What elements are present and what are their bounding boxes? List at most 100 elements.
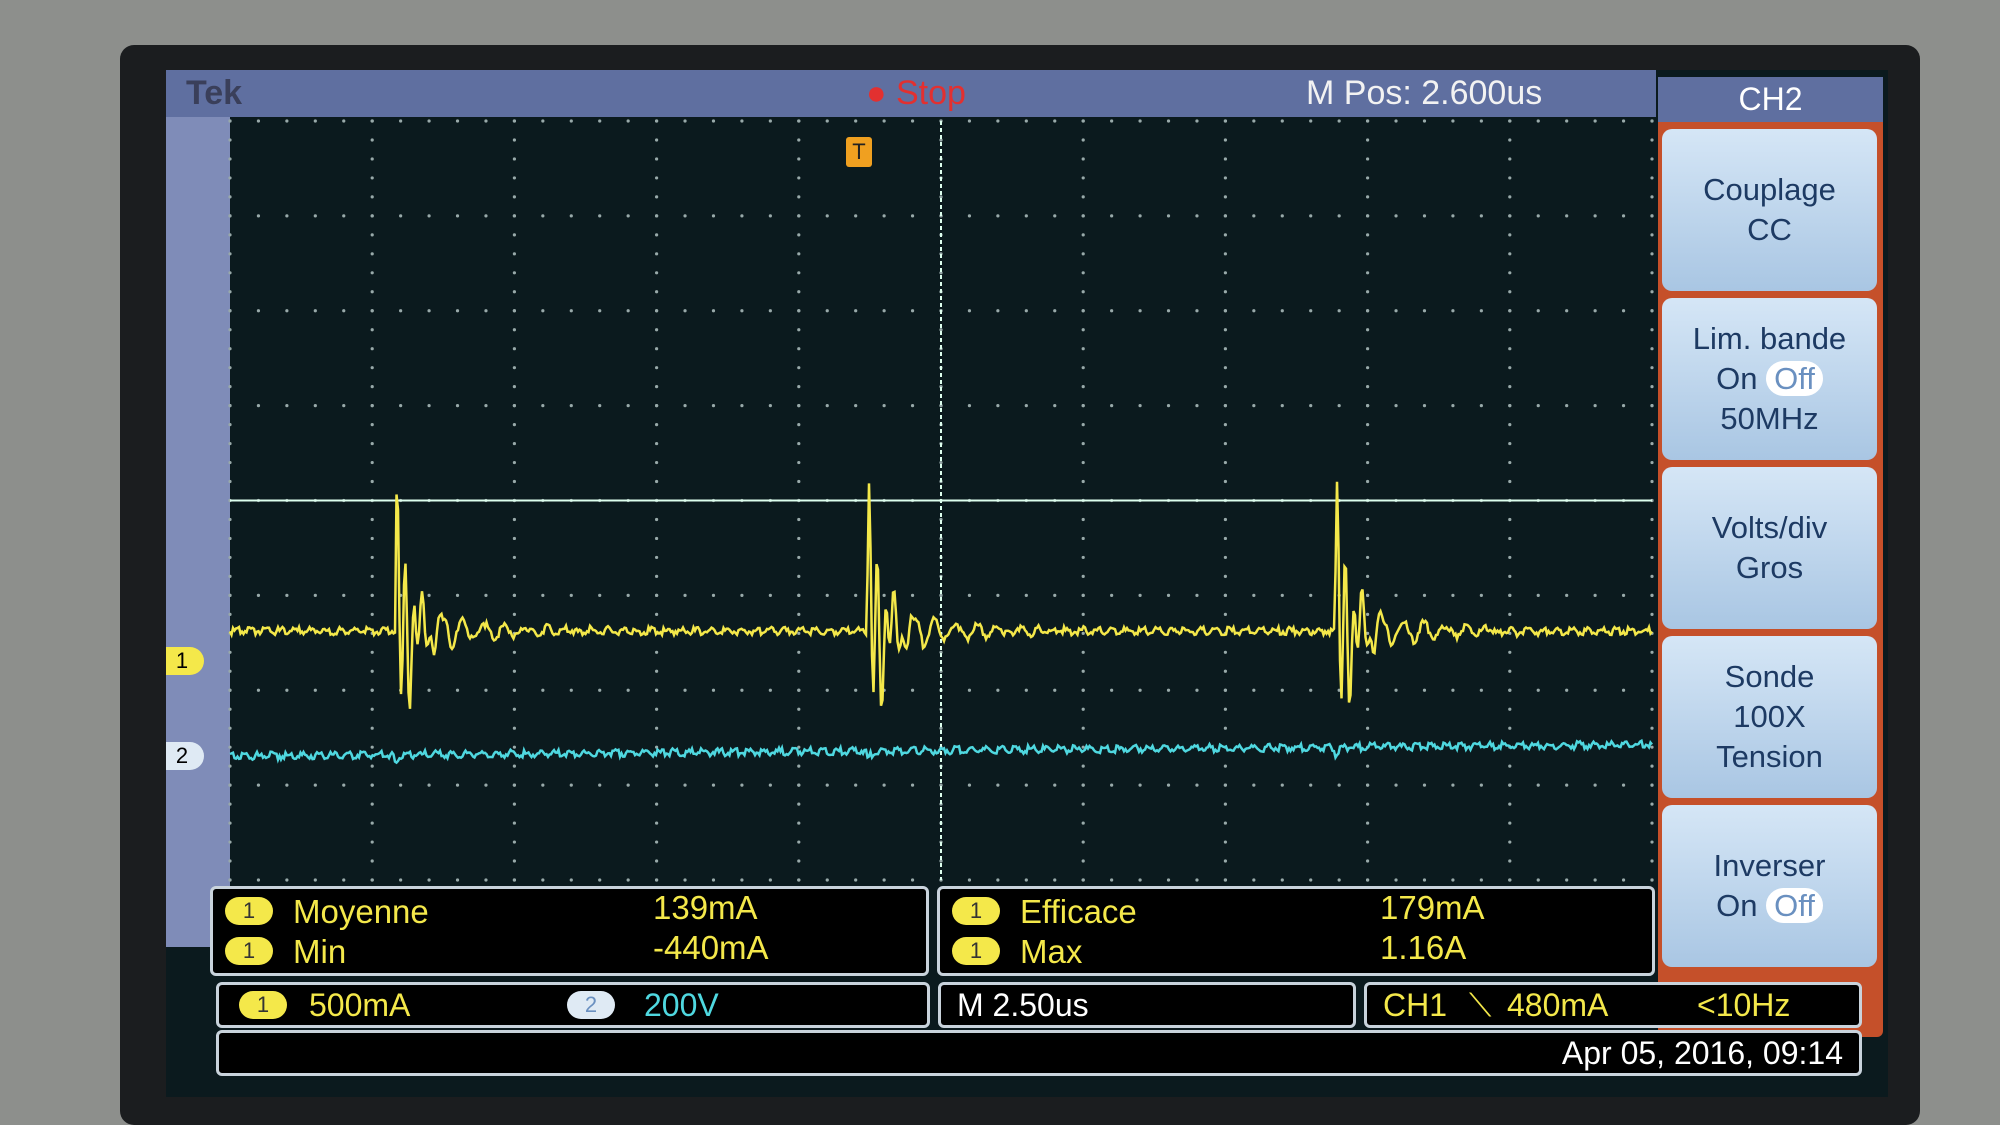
grid-dot [910,309,915,313]
grid-dot [370,404,374,408]
grid-dot [967,119,972,123]
grid-dot [910,688,915,692]
grid-dot [370,707,374,711]
grid-dot [711,404,716,408]
grid-dot [854,783,858,787]
grid-dot [1422,593,1427,597]
measurement-value: 1.16A [1380,929,1467,966]
grid-dot [1223,252,1227,256]
trigger-frequency: <10Hz [1697,987,1791,1023]
grid-dot [1337,878,1341,882]
run-status[interactable]: ● Stop [866,74,966,113]
menu-toggle[interactable]: On Off [1662,886,1877,926]
grid-dot [1508,764,1512,768]
grid-dot [1081,859,1085,863]
grid-dot [512,309,516,313]
grid-dot [967,688,972,692]
grid-dot [455,119,460,123]
grid-dot [1366,138,1370,142]
measurement-panel: 1 Efficace 179mA 1 Max 1.16A [937,886,1655,976]
position: M Pos: 2.600us [1306,74,1543,112]
grid-dot [939,593,943,597]
grid-dot [1223,555,1227,560]
grid-dot [1366,840,1370,844]
grid-dot [1621,688,1626,692]
menu-toggle[interactable]: On Off [1662,359,1877,399]
grid-dot [1081,821,1085,825]
grid-dot [1394,688,1398,692]
grid-dot [1650,290,1654,294]
channel-badge: 1 [225,937,273,965]
grid-dot [1508,423,1512,427]
menu-button[interactable]: Sonde 100X Tension [1662,636,1877,798]
grid-dot [512,688,516,692]
status-text: Stop [895,74,966,112]
grid-dot [1337,404,1341,408]
grid-dot [1223,138,1227,142]
grid-dot [655,309,659,313]
grid-dot [1451,214,1455,218]
grid-dot [797,328,801,332]
grid-dot [882,119,886,123]
grid-dot [1053,214,1057,218]
grid-dot [370,878,374,882]
grid-dot [1508,404,1512,408]
grid-dot [313,214,317,218]
grid-dot [1280,309,1284,313]
grid-dot [768,878,772,882]
grid-dot [1081,423,1085,427]
grid-dot [1024,878,1028,882]
grid-dot [342,214,346,218]
grid-dot [1337,214,1341,218]
menu-text: Gros [1735,550,1804,585]
grid-dot [228,157,232,161]
grid-dot [512,669,516,673]
grid-dot [1223,783,1227,787]
grid-dot [1223,650,1227,654]
menu-button[interactable]: Volts/div Gros [1662,467,1877,629]
grid-dot [256,878,261,882]
grid-dot [655,650,659,654]
grid-dot [1366,441,1370,446]
grid-dot [655,726,659,730]
grid-dot [797,176,801,180]
grid-dot [1366,878,1370,882]
trigger-marker: T [846,137,872,167]
grid-dot [285,119,289,123]
grid-dot [655,574,659,578]
menu-button[interactable]: Lim. bande On Off 50MHz [1662,298,1877,460]
timebase: M 2.50us [957,987,1089,1023]
grid-dot [1081,726,1085,730]
grid-dot [1223,404,1227,408]
grid-dot [285,404,289,408]
grid-dot [256,688,261,692]
grid-dot [740,878,744,882]
grid-dot [740,404,744,408]
grid-dot [1024,593,1028,597]
grid-dot [427,404,431,408]
grid-dot [285,688,289,692]
grid-dot [797,878,801,882]
grid-dot [1223,423,1227,427]
grid-dot [797,840,801,844]
grid-dot [1138,119,1142,123]
grid-dot [882,404,886,408]
grid-dot [512,783,516,787]
measurement-value: -440mA [653,929,769,966]
grid-dot [370,859,374,863]
grid-dot [711,783,716,787]
ch1-scale: 500mA [309,987,411,1023]
menu-button[interactable]: Inverser On Off [1662,805,1877,967]
grid-dot [1650,574,1654,578]
grid-dot [1252,878,1256,882]
grid-dot [768,593,772,597]
menu-button[interactable]: Couplage CC [1662,129,1877,291]
date: Apr 05, 2016, 09:14 [1561,1035,1843,1071]
trigger-source: CH1 [1383,987,1448,1023]
grid-dot [1650,745,1654,749]
grid-dot [939,726,943,730]
grid-dot [1081,233,1085,237]
grid-dot [228,878,232,882]
grid-dot [370,176,374,180]
grid-dot [1621,593,1626,597]
